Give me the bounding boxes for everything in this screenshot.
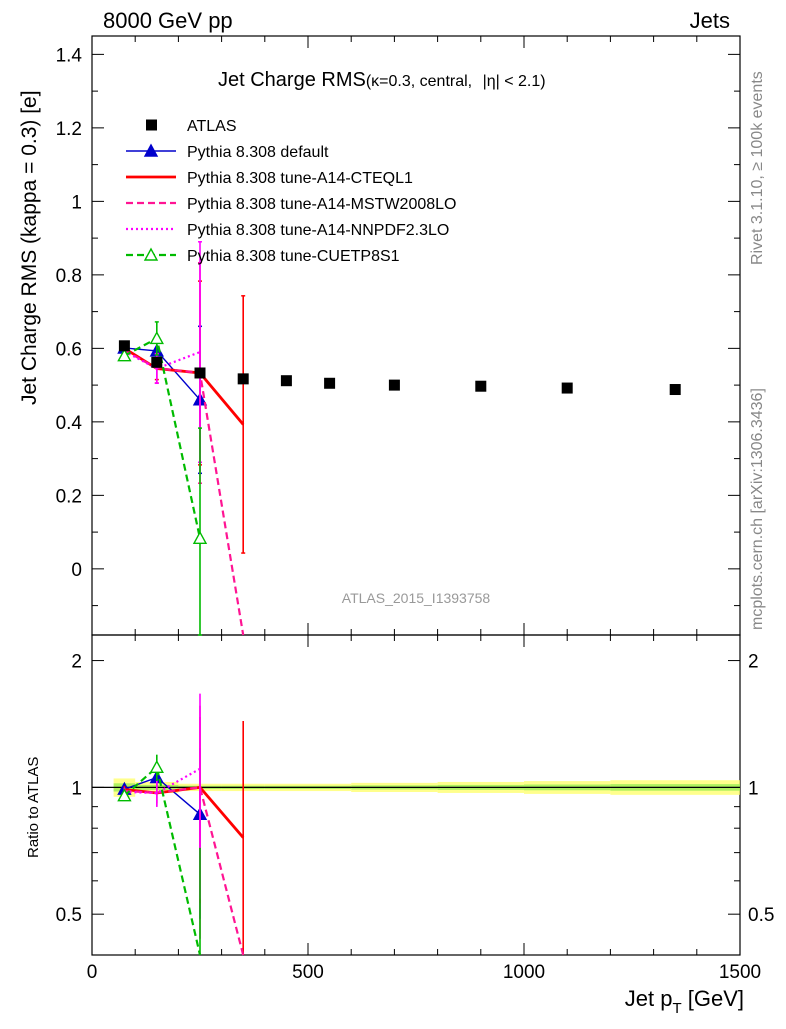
series-marker [149, 330, 164, 345]
legend: ATLAS Pythia 8.308 default Pythia 8.308 tu… [126, 118, 456, 265]
y-tick-label: 1.2 [56, 119, 82, 140]
series-ratio-line [124, 767, 201, 795]
y-tick-label: 0.4 [56, 413, 83, 434]
ratio-tick-label-left: 2 [71, 652, 82, 673]
y-tick-label: 1 [71, 192, 82, 213]
ratio-tick-label-right: 0.5 [748, 905, 774, 926]
analysis-id: ATLAS_2015_I1393758 [342, 590, 491, 606]
x-tick-label: 1000 [503, 962, 545, 983]
atlas-data-point [280, 375, 292, 387]
ratio-tick-label-left: 0.5 [56, 905, 82, 926]
title-detail-kappa: (κ=0.3, central, [366, 73, 477, 90]
x-axis-label-unit: [GeV] [682, 986, 744, 1011]
series-ratio-line [123, 765, 202, 956]
legend-label: Pythia 8.308 default [187, 144, 329, 161]
y-tick-label: 1.4 [56, 45, 83, 66]
ratio-tick-label-left: 1 [71, 778, 82, 799]
atlas-data-point [151, 356, 163, 368]
atlas-data-point [388, 379, 400, 391]
series-line [123, 336, 202, 539]
atlas-data-point [561, 382, 573, 394]
atlas-data-point [237, 373, 249, 385]
series-ratio-line [124, 786, 245, 956]
series-line [123, 347, 245, 426]
atlas-data-point [324, 377, 336, 389]
legend-marker [143, 143, 159, 157]
series-ratio-line [124, 785, 245, 839]
x-tick-label: 1500 [719, 962, 761, 983]
header-category-label: Jets [690, 8, 730, 33]
legend-label: Pythia 8.308 tune-A14-MSTW2008LO [187, 196, 456, 213]
side-label-rivet: Rivet 3.1.10, ≥ 100k events [749, 71, 766, 265]
y-tick-label: 0.2 [56, 486, 82, 507]
legend-marker-atlas [146, 119, 157, 131]
series-line [123, 349, 245, 636]
series-marker [117, 348, 132, 362]
legend-label: Pythia 8.308 tune-CUETP8S1 [187, 248, 400, 265]
legend-label-atlas: ATLAS [187, 118, 237, 135]
mc-series [117, 241, 246, 956]
x-axis-label-sub: T [672, 1000, 681, 1017]
x-axis-label-main: Jet p [625, 986, 673, 1011]
title-main: Jet Charge RMS [218, 69, 366, 91]
y-tick-label: 0 [71, 560, 82, 581]
side-label-mcplots: mcplots.cern.ch [arXiv:1306.3436] [749, 388, 766, 630]
legend-marker [143, 247, 159, 261]
atlas-data-point [118, 340, 130, 352]
plot-title: Jet Charge RMS(κ=0.3, central, |η| < 2.1… [218, 69, 546, 91]
svg-text:Jet Charge RMS(κ=0.3, central,: Jet Charge RMS(κ=0.3, central, |η| < 2.1… [218, 69, 546, 91]
x-tick-label: 500 [292, 962, 324, 983]
y-tick-label: 0.6 [56, 339, 82, 360]
atlas-data-point [475, 380, 487, 392]
ratio-plot-frame [91, 634, 741, 956]
ratio-y-axis-label: Ratio to ATLAS [25, 757, 42, 858]
y-tick-label: 0.8 [56, 266, 82, 287]
series-marker [192, 530, 208, 545]
x-axis-label: Jet pT [GeV] [625, 986, 744, 1017]
title-detail-tail: | < 2.1) [496, 73, 546, 90]
atlas-data-point [669, 384, 681, 396]
series-ratio-marker [117, 788, 132, 802]
atlas-data-point [194, 367, 206, 379]
y-axis-label: Jet Charge RMS (kappa = 0.3) [e] [18, 90, 41, 405]
ratio-tick-label-right: 1 [748, 778, 759, 799]
legend-label: Pythia 8.308 tune-A14-NNPDF2.3LO [187, 222, 449, 239]
title-abs-bar: | [483, 73, 487, 90]
header-beam-label: 8000 GeV pp [103, 8, 233, 33]
x-tick-label: 0 [87, 962, 98, 983]
ratio-tick-label-right: 2 [748, 652, 759, 673]
atlas-data-points [118, 340, 681, 396]
legend-label: Pythia 8.308 tune-A14-CTEQL1 [187, 170, 413, 187]
series-ratio-marker [149, 759, 164, 774]
title-detail-eta: η [487, 73, 496, 90]
